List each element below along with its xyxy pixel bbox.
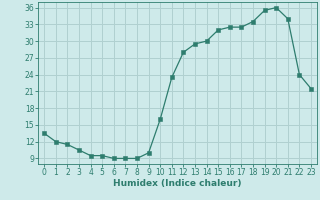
X-axis label: Humidex (Indice chaleur): Humidex (Indice chaleur) [113,179,242,188]
